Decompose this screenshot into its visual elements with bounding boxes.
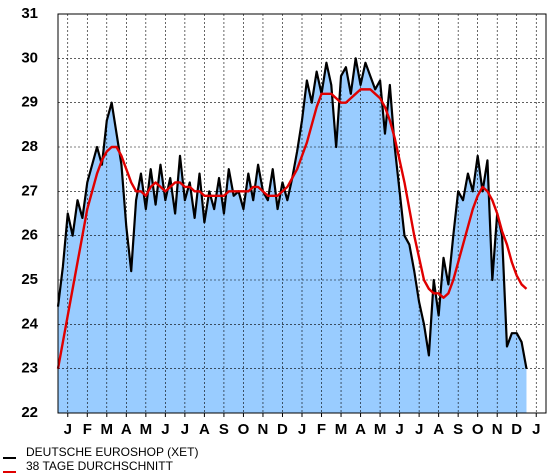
x-tick-label: A bbox=[355, 421, 366, 438]
x-tick-label: F bbox=[317, 421, 326, 438]
x-tick-label: J bbox=[181, 421, 189, 438]
x-tick-label: O bbox=[238, 421, 250, 438]
y-tick-label: 29 bbox=[21, 94, 38, 111]
x-tick-label: J bbox=[64, 421, 72, 438]
x-tick-label: S bbox=[219, 421, 229, 438]
x-tick-label: J bbox=[298, 421, 306, 438]
x-tick-label: A bbox=[199, 421, 210, 438]
x-tick-label: M bbox=[335, 421, 348, 438]
x-tick-label: N bbox=[492, 421, 503, 438]
x-tick-label: O bbox=[472, 421, 484, 438]
legend-label: 38 TAGE DURCHSCHNITT bbox=[26, 459, 174, 473]
x-tick-label: J bbox=[395, 421, 403, 438]
y-tick-label: 24 bbox=[21, 315, 38, 332]
x-tick-label: S bbox=[453, 421, 463, 438]
x-tick-label: J bbox=[415, 421, 423, 438]
x-tick-label: A bbox=[121, 421, 132, 438]
y-tick-label: 25 bbox=[21, 271, 38, 288]
x-tick-label: M bbox=[374, 421, 387, 438]
x-tick-label: D bbox=[511, 421, 522, 438]
series-line bbox=[56, 88, 528, 369]
x-tick-label: M bbox=[101, 421, 114, 438]
x-tick-label: J bbox=[161, 421, 169, 438]
y-tick-label: 22 bbox=[21, 404, 38, 421]
x-tick-label: F bbox=[83, 421, 92, 438]
y-tick-label: 27 bbox=[21, 182, 38, 199]
y-tick-label: 31 bbox=[21, 5, 38, 22]
x-tick-label: N bbox=[258, 421, 269, 438]
x-tick-label: M bbox=[140, 421, 153, 438]
y-tick-label: 30 bbox=[21, 49, 38, 66]
y-tick-label: 26 bbox=[21, 227, 38, 244]
y-tick-label: 28 bbox=[21, 138, 38, 155]
x-tick-label: J bbox=[532, 421, 540, 438]
x-tick-label: D bbox=[277, 421, 288, 438]
plot-border bbox=[57, 13, 547, 414]
legend-label: DEUTSCHE EUROSHOP (XET) bbox=[26, 445, 198, 459]
y-tick-label: 23 bbox=[21, 360, 38, 377]
x-tick-label: A bbox=[433, 421, 444, 438]
